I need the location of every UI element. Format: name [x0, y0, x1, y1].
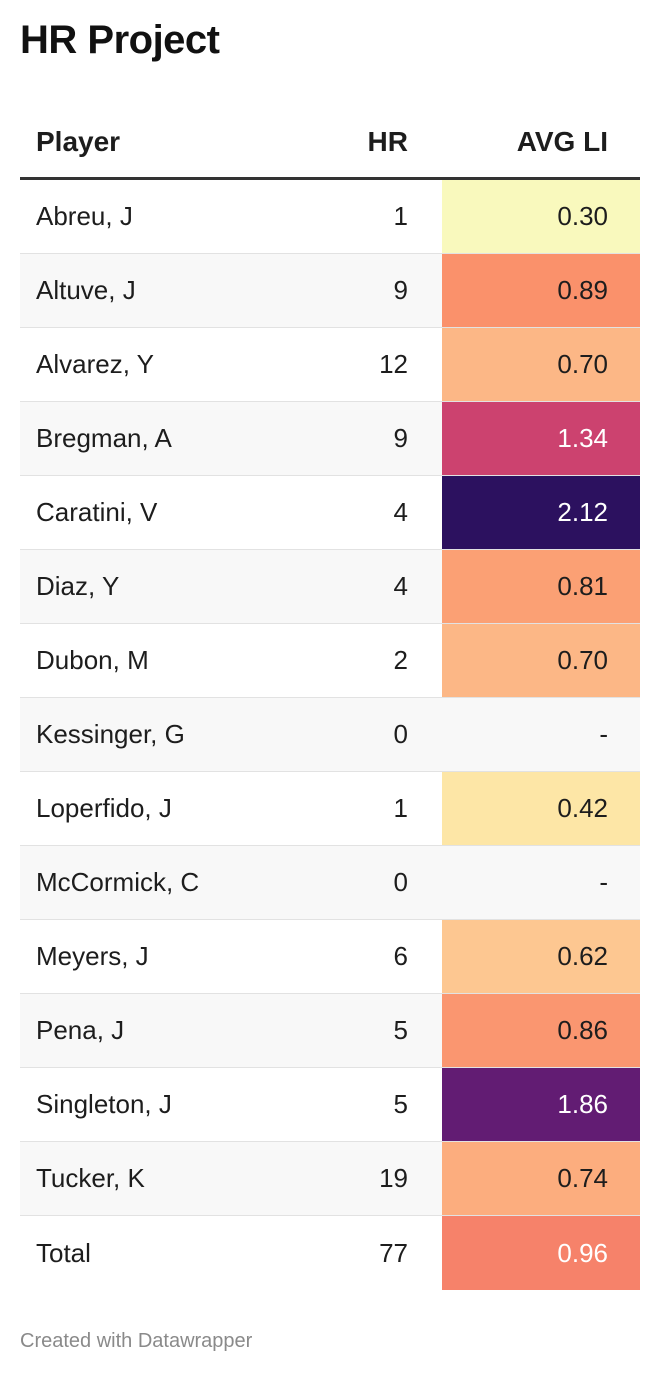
cell-hr: 4 — [393, 497, 408, 527]
cell-hr: 9 — [393, 275, 408, 305]
cell-hr: 1 — [393, 201, 408, 231]
cell-avg-li: 0.70 — [442, 328, 640, 401]
cell-hr: 4 — [393, 571, 408, 601]
cell-hr: 6 — [393, 941, 408, 971]
cell-avg-li: 1.34 — [442, 402, 640, 475]
cell-avg-li: 0.81 — [442, 550, 640, 623]
cell-avg-li: 2.12 — [442, 476, 640, 549]
cell-player: McCormick, C — [36, 867, 200, 897]
cell-player: Total — [36, 1237, 91, 1268]
cell-player: Loperfido, J — [36, 793, 172, 823]
table-row: Singleton, J 5 1.86 — [20, 1068, 640, 1142]
table-row: Tucker, K 19 0.74 — [20, 1142, 640, 1216]
table-row: Kessinger, G 0 - — [20, 698, 640, 772]
table-row: Altuve, J 9 0.89 — [20, 254, 640, 328]
table-row: Meyers, J 6 0.62 — [20, 920, 640, 994]
column-header-hr[interactable]: HR — [367, 126, 408, 157]
cell-player: Tucker, K — [36, 1163, 145, 1193]
cell-hr: 5 — [393, 1015, 408, 1045]
cell-player: Dubon, M — [36, 645, 149, 675]
table-row: McCormick, C 0 - — [20, 846, 640, 920]
cell-player: Caratini, V — [36, 497, 158, 527]
cell-player: Alvarez, Y — [36, 349, 155, 379]
cell-avg-li: 0.86 — [442, 994, 640, 1067]
cell-hr: 12 — [379, 349, 408, 379]
chart-title: HR Project — [20, 18, 220, 62]
cell-hr: 19 — [379, 1163, 408, 1193]
column-header-player[interactable]: Player — [36, 126, 121, 157]
cell-avg-li: 0.62 — [442, 920, 640, 993]
cell-player: Singleton, J — [36, 1089, 172, 1119]
cell-avg-li: - — [599, 867, 608, 897]
cell-avg-li: 1.86 — [442, 1068, 640, 1141]
table-header: Player HR AVG LI — [20, 107, 640, 180]
cell-hr: 77 — [379, 1237, 408, 1268]
cell-avg-li: 0.89 — [442, 254, 640, 327]
cell-avg-li: 0.42 — [442, 772, 640, 845]
cell-player: Bregman, A — [36, 423, 172, 453]
cell-hr: 1 — [393, 793, 408, 823]
cell-hr: 2 — [393, 645, 408, 675]
cell-avg-li: 0.30 — [442, 180, 640, 253]
cell-avg-li: 0.70 — [442, 624, 640, 697]
table-row: Diaz, Y 4 0.81 — [20, 550, 640, 624]
footer-credit: Created with Datawrapper — [20, 1330, 253, 1352]
table-row: Abreu, J 1 0.30 — [20, 180, 640, 254]
cell-player: Kessinger, G — [36, 719, 185, 749]
table-row: Dubon, M 2 0.70 — [20, 624, 640, 698]
cell-hr: 0 — [393, 867, 408, 897]
cell-player: Diaz, Y — [36, 571, 120, 601]
cell-hr: 9 — [393, 423, 408, 453]
cell-avg-li: 0.74 — [442, 1142, 640, 1215]
table-row: Alvarez, Y 12 0.70 — [20, 328, 640, 402]
table-row: Caratini, V 4 2.12 — [20, 476, 640, 550]
table-row: Bregman, A 9 1.34 — [20, 402, 640, 476]
data-table: Player HR AVG LI Abreu, J 1 0.30 Altuve, J 9… — [20, 107, 640, 1290]
column-header-avg-li[interactable]: AVG LI — [516, 126, 608, 157]
cell-player: Meyers, J — [36, 941, 149, 971]
cell-hr: 5 — [393, 1089, 408, 1119]
table-row: Loperfido, J 1 0.42 — [20, 772, 640, 846]
cell-avg-li: 0.96 — [442, 1216, 640, 1290]
cell-hr: 0 — [393, 719, 408, 749]
cell-avg-li: - — [599, 719, 608, 749]
cell-player: Altuve, J — [36, 275, 136, 305]
table-row: Total 77 0.96 — [20, 1216, 640, 1290]
table-row: Pena, J 5 0.86 — [20, 994, 640, 1068]
table-body: Abreu, J 1 0.30 Altuve, J 9 0.89 Alvarez, Y 12 0… — [20, 180, 640, 1290]
cell-player: Abreu, J — [36, 201, 133, 231]
cell-player: Pena, J — [36, 1015, 125, 1045]
